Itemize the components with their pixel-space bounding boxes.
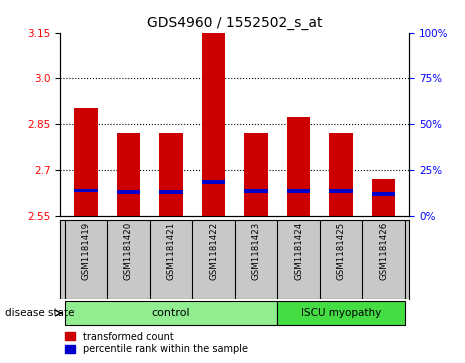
Text: GSM1181420: GSM1181420 xyxy=(124,222,133,280)
Bar xyxy=(287,189,310,193)
Bar xyxy=(330,189,353,193)
Text: GSM1181423: GSM1181423 xyxy=(252,222,260,280)
Text: GSM1181422: GSM1181422 xyxy=(209,222,218,280)
Bar xyxy=(202,33,225,216)
Text: control: control xyxy=(152,308,190,318)
Bar xyxy=(287,117,310,216)
Bar xyxy=(65,301,277,325)
Text: GSM1181426: GSM1181426 xyxy=(379,222,388,280)
Text: GSM1181424: GSM1181424 xyxy=(294,222,303,280)
Bar xyxy=(117,190,140,194)
Bar xyxy=(202,180,225,184)
Text: GSM1181421: GSM1181421 xyxy=(166,222,175,280)
Bar xyxy=(330,133,353,216)
Title: GDS4960 / 1552502_s_at: GDS4960 / 1552502_s_at xyxy=(147,16,323,30)
Bar xyxy=(245,133,268,216)
Bar xyxy=(74,107,98,216)
Bar xyxy=(74,189,98,192)
Bar xyxy=(372,192,395,196)
Text: ISCU myopathy: ISCU myopathy xyxy=(301,308,381,318)
Bar xyxy=(117,133,140,216)
Bar xyxy=(159,190,183,194)
Text: disease state: disease state xyxy=(5,308,74,318)
Bar xyxy=(372,179,395,216)
Bar xyxy=(277,301,405,325)
Text: GSM1181419: GSM1181419 xyxy=(81,222,91,280)
Legend: transformed count, percentile rank within the sample: transformed count, percentile rank withi… xyxy=(65,331,248,355)
Text: GSM1181425: GSM1181425 xyxy=(337,222,345,280)
Bar xyxy=(245,189,268,193)
Bar xyxy=(159,133,183,216)
